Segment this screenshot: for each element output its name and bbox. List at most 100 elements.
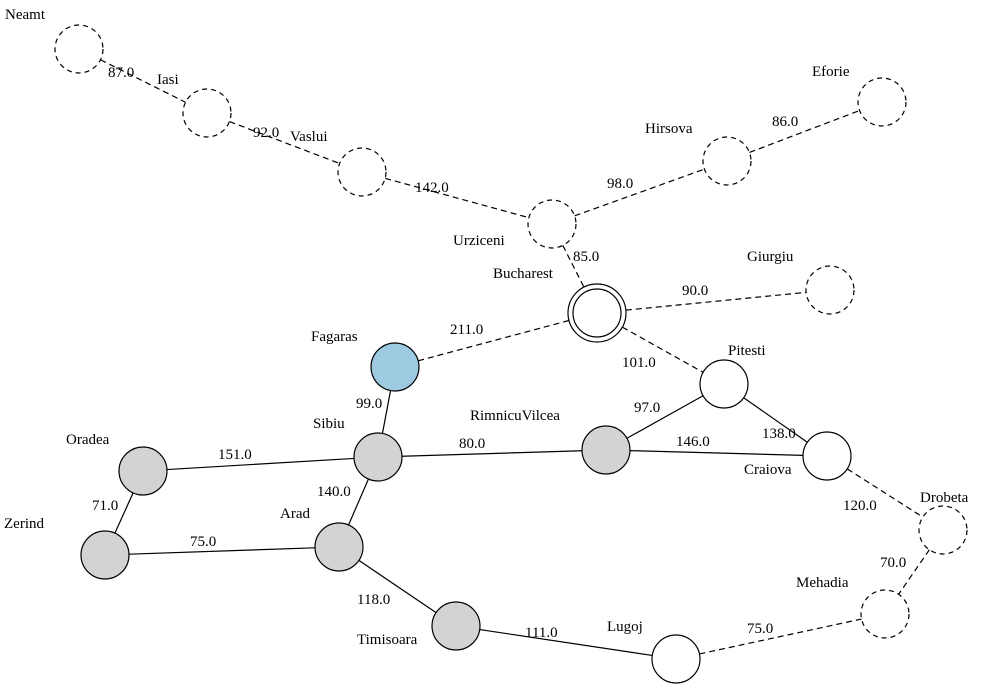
node-circle: [699, 359, 749, 409]
edge-cost-label: 75.0: [747, 621, 773, 637]
node-circle: [918, 505, 968, 555]
node-label-sibiu: Sibiu: [313, 416, 345, 432]
node-label-mehadia: Mehadia: [796, 575, 849, 591]
edge-cost-label: 142.0: [415, 180, 449, 196]
labels-layer: 87.0 92.0 142.0 98.0 86.0 85.0 90.0 211.0 101.0 9…: [4, 7, 969, 648]
edge-craiova-drobeta: [846, 468, 924, 518]
node-label-fagaras: Fagaras: [311, 329, 358, 345]
edge-cost-label: 98.0: [607, 176, 633, 192]
edge-cost-label: 99.0: [356, 396, 382, 412]
node-urziceni: [527, 199, 577, 249]
edge-arad-sibiu: [347, 478, 370, 526]
edge-cost-label: 92.0: [253, 125, 279, 141]
node-circle: [702, 136, 752, 186]
node-giurgiu: [805, 265, 855, 315]
edge-sibiu-rimnicu-vilcea: [401, 450, 583, 457]
node-label-hirsova: Hirsova: [645, 121, 693, 137]
edge-cost-label: 120.0: [843, 498, 877, 514]
edge-rimnicu-vilcea-pitesti: [626, 395, 704, 439]
edge-cost-label: 211.0: [450, 322, 483, 338]
node-circle: [857, 77, 907, 127]
edge-cost-label: 87.0: [108, 65, 134, 81]
node-label-craiova: Craiova: [744, 462, 792, 478]
edge-cost-label: 138.0: [762, 426, 796, 442]
edge-drobeta-mehadia: [898, 549, 930, 595]
edge-arad-timisoara: [358, 559, 437, 614]
node-label-timisoara: Timisoara: [357, 632, 418, 648]
node-circle: [802, 431, 852, 481]
edge-cost-label: 75.0: [190, 534, 216, 550]
node-circle: [651, 634, 701, 684]
edge-cost-label: 97.0: [634, 400, 660, 416]
node-circle: [54, 24, 104, 74]
node-label-eforie: Eforie: [812, 64, 850, 80]
node-label-urziceni: Urziceni: [453, 233, 505, 249]
edge-cost-label: 86.0: [772, 114, 798, 130]
node-circle: [431, 601, 481, 651]
edge-lugoj-mehadia: [699, 618, 862, 655]
node-circle: [337, 147, 387, 197]
node-iasi: [182, 88, 232, 138]
node-circle: [80, 530, 130, 580]
node-craiova: [802, 431, 852, 481]
edge-vaslui-urziceni: [384, 177, 530, 219]
node-drobeta: [918, 505, 968, 555]
edge-oradea-sibiu: [166, 457, 355, 471]
edge-timisoara-lugoj: [479, 628, 653, 657]
edge-bucharest-pitesti: [622, 326, 704, 373]
node-timisoara: [431, 601, 481, 651]
edge-cost-label: 111.0: [525, 625, 558, 641]
node-pitesti: [699, 359, 749, 409]
node-label-zerind: Zerind: [4, 516, 44, 532]
node-label-rimnicu-vilcea: RimnicuVilcea: [470, 408, 560, 424]
edge-cost-label: 151.0: [218, 447, 252, 463]
edge-rimnicu-vilcea-craiova: [629, 450, 804, 456]
edge-urziceni-bucharest: [562, 245, 585, 288]
edge-neamt-iasi: [100, 59, 186, 103]
edge-urziceni-hirsova: [574, 168, 705, 217]
edge-cost-label: 80.0: [459, 436, 485, 452]
edge-cost-label: 118.0: [357, 592, 390, 608]
node-vaslui: [337, 147, 387, 197]
node-circle: [527, 199, 577, 249]
edge-bucharest-giurgiu: [625, 291, 807, 311]
node-hirsova: [702, 136, 752, 186]
node-zerind: [80, 530, 130, 580]
node-eforie: [857, 77, 907, 127]
node-label-iasi: Iasi: [157, 72, 179, 88]
node-label-vaslui: Vaslui: [290, 129, 328, 145]
edge-pitesti-craiova: [743, 397, 808, 443]
edge-zerind-arad: [128, 547, 316, 555]
node-label-giurgiu: Giurgiu: [747, 249, 794, 265]
node-circle: [353, 432, 403, 482]
node-sibiu: [353, 432, 403, 482]
edge-cost-label: 85.0: [573, 249, 599, 265]
node-neamt: [54, 24, 104, 74]
edge-cost-label: 101.0: [622, 355, 656, 371]
node-label-bucharest: Bucharest: [493, 266, 554, 282]
node-circle: [182, 88, 232, 138]
node-mehadia: [860, 589, 910, 639]
node-label-lugoj: Lugoj: [607, 619, 643, 635]
node-lugoj: [651, 634, 701, 684]
edge-sibiu-fagaras: [381, 390, 392, 434]
node-label-oradea: Oradea: [66, 432, 110, 448]
edge-cost-label: 90.0: [682, 283, 708, 299]
edge-cost-label: 70.0: [880, 555, 906, 571]
nodes-layer: [54, 24, 968, 684]
node-oradea: [118, 446, 168, 496]
node-circle: [860, 589, 910, 639]
edge-cost-label: 146.0: [676, 434, 710, 450]
node-arad: [314, 522, 364, 572]
node-circle: [805, 265, 855, 315]
node-rimnicu-vilcea: [581, 425, 631, 475]
goal-ring: [567, 283, 627, 343]
edge-hirsova-eforie: [749, 109, 860, 154]
node-fagaras: [370, 342, 420, 392]
node-circle: [581, 425, 631, 475]
node-label-pitesti: Pitesti: [728, 343, 766, 359]
node-circle: [118, 446, 168, 496]
node-circle: [370, 342, 420, 392]
edges-layer: [100, 59, 930, 657]
